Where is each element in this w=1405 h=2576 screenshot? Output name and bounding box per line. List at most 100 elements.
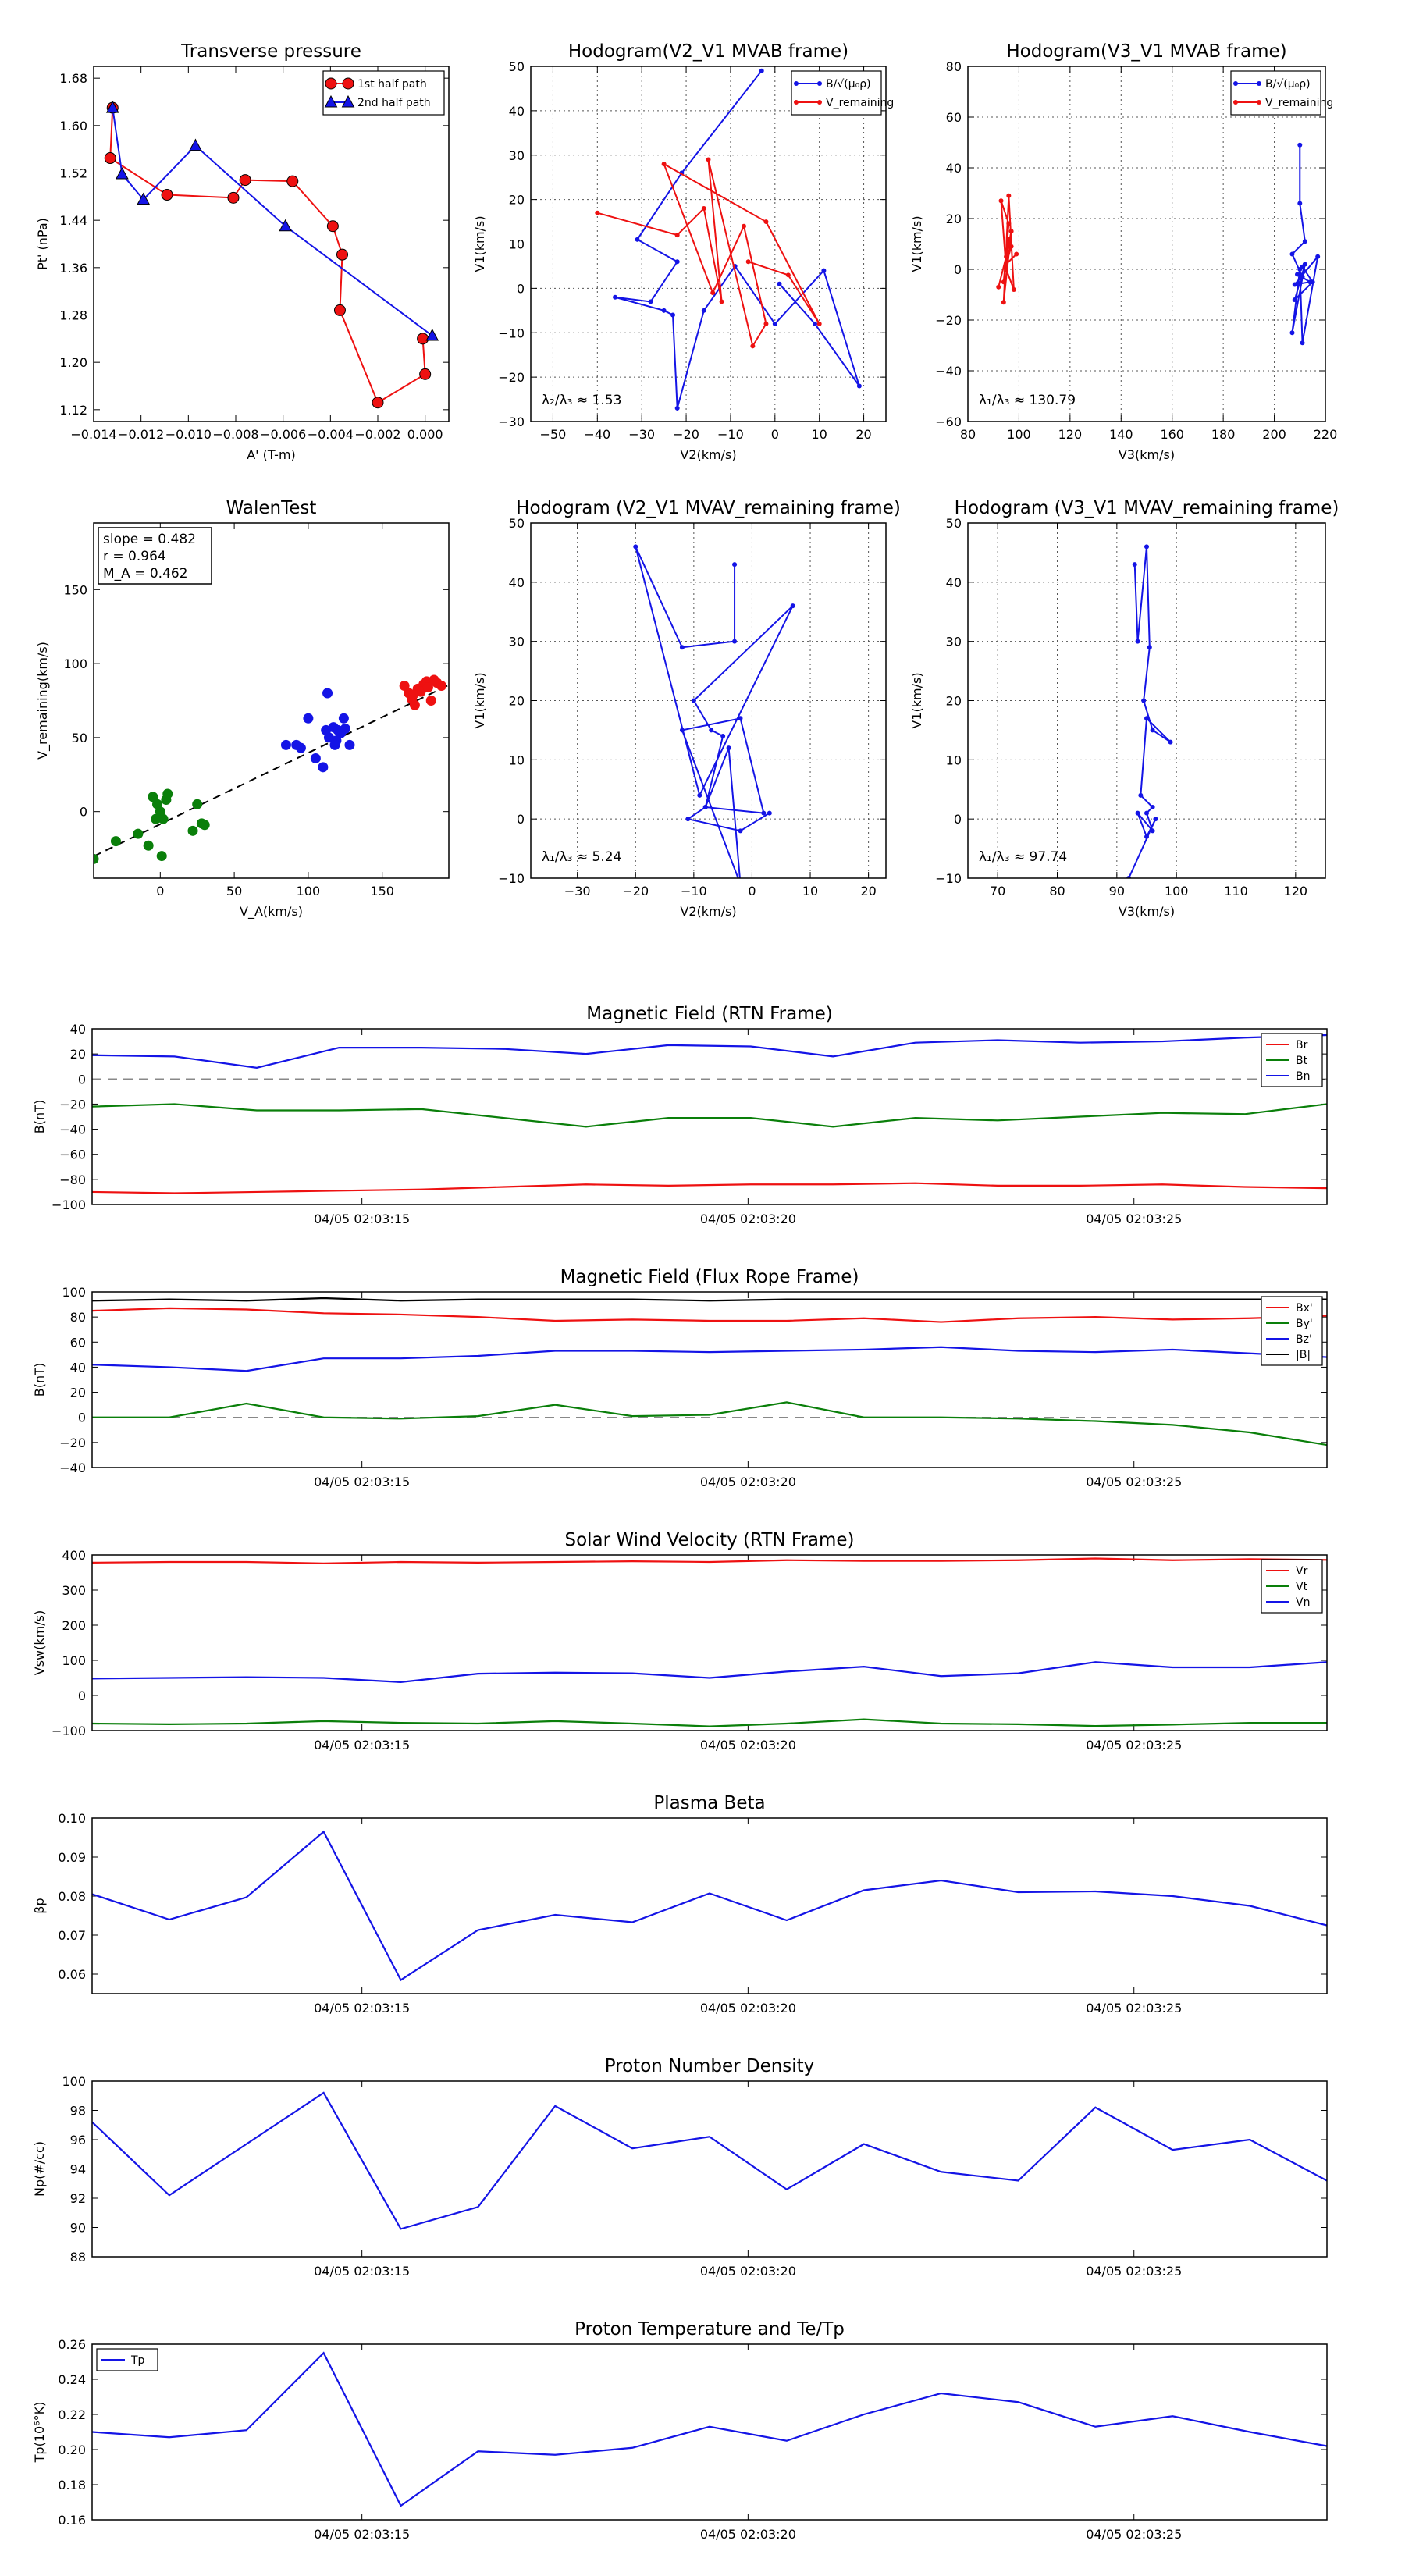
y-tick-label: 0.22	[58, 2407, 86, 2422]
y-tick-label: 80	[946, 59, 962, 74]
data-point	[436, 681, 447, 692]
legend-label: Tp	[130, 2354, 145, 2367]
legend: 1st half path 2nd half path	[322, 70, 445, 116]
stats-line: r = 0.964	[103, 549, 166, 564]
x-tick-label: 04/05 02:03:15	[314, 1212, 410, 1226]
x-tick-label: 04/05 02:03:25	[1086, 2001, 1182, 2016]
plot-frame	[967, 522, 1326, 879]
legend-marker	[342, 77, 354, 90]
stats-box	[98, 527, 212, 585]
data-point	[1006, 193, 1012, 198]
data-point	[674, 233, 680, 238]
x-tick-label: 04/05 02:03:15	[314, 1738, 410, 1752]
legend-label: Bt	[1296, 1055, 1308, 1067]
legend-marker	[794, 81, 799, 86]
x-tick-label: 0	[771, 427, 779, 442]
y-tick-label: 60	[946, 110, 962, 125]
series-line	[998, 195, 1017, 303]
y-tick-label: 40	[509, 104, 525, 119]
x-tick-label: 04/05 02:03:25	[1086, 2527, 1182, 2542]
data-point	[1006, 221, 1012, 226]
data-point	[738, 882, 743, 887]
data-point	[329, 739, 340, 750]
y-tick-label: 20	[946, 212, 962, 226]
y-tick-label: 1.36	[59, 261, 87, 276]
plot-frame	[967, 66, 1326, 422]
plot-area	[94, 674, 449, 864]
data-point	[595, 210, 600, 215]
data-point	[1011, 287, 1016, 292]
data-point	[719, 299, 724, 304]
chart-title: WalenTest	[226, 498, 317, 518]
data-point	[1132, 562, 1137, 568]
chart-solar-wind-velocity: Solar Wind Velocity (RTN Frame) 04/05 02:…	[32, 1530, 1328, 1752]
y-axis-label: βp	[32, 1898, 47, 1913]
data-point	[189, 138, 202, 151]
y-tick-label: 40	[70, 1360, 86, 1375]
legend-box	[322, 70, 445, 116]
data-point	[1144, 544, 1149, 550]
x-tick-label: −0.012	[118, 427, 164, 442]
x-tick-label: 04/05 02:03:20	[700, 1475, 796, 1489]
data-point	[661, 162, 667, 167]
data-point	[399, 681, 410, 692]
chart-magnetic-field-flux-rope: Magnetic Field (Flux Rope Frame) 04/05 02…	[32, 1267, 1328, 1489]
chart-title: Hodogram(V3_V1 MVAB frame)	[1006, 41, 1286, 62]
x-tick-label: 10	[802, 884, 818, 898]
data-point	[1297, 142, 1303, 148]
x-tick-label: −30	[564, 884, 591, 898]
series-line	[1128, 546, 1172, 878]
y-tick-label: −20	[935, 313, 962, 328]
plot-frame	[91, 1291, 1328, 1468]
y-tick-label: 1.44	[59, 213, 87, 228]
data-point	[1135, 810, 1140, 816]
data-point	[279, 219, 293, 232]
data-point	[161, 189, 173, 201]
plot-frame	[91, 2080, 1328, 2258]
plot-area	[92, 1297, 1327, 1446]
y-tick-label: 20	[946, 694, 962, 709]
series-line	[92, 1830, 1327, 1982]
plot-area	[633, 544, 795, 887]
y-tick-label: 100	[62, 1653, 86, 1668]
legend-marker	[1257, 100, 1261, 105]
x-tick-label: 04/05 02:03:15	[314, 1475, 410, 1489]
x-tick-label: 80	[1049, 884, 1065, 898]
data-point	[648, 299, 653, 304]
y-tick-label: 30	[509, 635, 525, 649]
data-point	[759, 68, 764, 73]
data-point	[425, 696, 436, 706]
data-point	[1135, 639, 1140, 644]
legend-label: 1st half path	[357, 78, 427, 91]
y-axis-label: V1(km/s)	[909, 672, 924, 728]
x-tick-label: 0	[156, 884, 164, 898]
y-tick-label: 30	[946, 635, 962, 649]
series-line	[92, 1034, 1327, 1069]
data-point	[679, 728, 685, 733]
x-tick-label: −0.006	[260, 427, 306, 442]
y-tick-label: 100	[63, 656, 87, 671]
plot-area	[104, 101, 439, 409]
data-point	[701, 206, 706, 211]
x-tick-label: 04/05 02:03:15	[314, 2527, 410, 2542]
x-tick-label: −10	[717, 427, 744, 442]
chart-title: Magnetic Field (RTN Frame)	[586, 1004, 833, 1024]
data-point	[763, 321, 769, 326]
data-point	[679, 645, 685, 650]
data-point	[745, 259, 751, 265]
x-tick-label: 120	[1284, 884, 1308, 898]
y-axis-label: Tp(10⁶°K)	[32, 2402, 47, 2464]
x-tick-label: −0.002	[354, 427, 400, 442]
chart-title: Hodogram (V2_V1 MVAV_remaining frame)	[516, 498, 901, 518]
series-line	[112, 107, 433, 336]
y-tick-label: −10	[935, 871, 962, 886]
data-point	[1014, 251, 1019, 257]
x-tick-label: −0.008	[212, 427, 258, 442]
series-line	[92, 1103, 1327, 1128]
plot-frame	[91, 1554, 1328, 1731]
data-point	[785, 272, 791, 278]
y-tick-label: 92	[70, 2191, 86, 2206]
series-line	[92, 1182, 1327, 1194]
data-point	[763, 219, 769, 225]
